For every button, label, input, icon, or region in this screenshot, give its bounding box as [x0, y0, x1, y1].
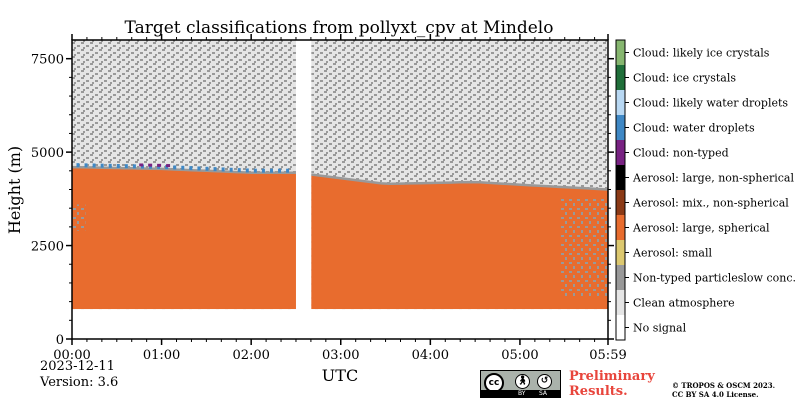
- cloud-droplet-mark: [213, 167, 217, 172]
- cloud-droplet-mark: [173, 165, 177, 170]
- x-tick-label: 03:00: [322, 348, 359, 363]
- legend-label: Aerosol: small: [632, 247, 712, 260]
- non-typed-patch-start: [72, 204, 86, 231]
- legend-swatch: [616, 165, 625, 190]
- legend-label: Non-typed particleslow conc.: [633, 272, 796, 285]
- x-axis-label: UTC: [322, 366, 358, 385]
- copyright-line-2: CC BY SA 4.0 License.: [672, 390, 759, 399]
- cloud-droplet-mark: [245, 168, 249, 173]
- legend-label: Aerosol: large, non-spherical: [632, 172, 794, 185]
- cloud-droplet-mark: [286, 168, 290, 173]
- cloud-droplet-mark: [124, 164, 128, 169]
- date-label: 2023-12-11: [40, 359, 115, 374]
- legend-label: Cloud: ice crystals: [633, 72, 736, 85]
- x-tick-label: 01:00: [143, 348, 180, 363]
- no-signal-gap: [295, 40, 312, 339]
- x-tick-label: 05:59: [589, 348, 626, 363]
- by-person-icon: 🚶︎: [515, 374, 530, 389]
- cloud-droplet-mark: [140, 164, 144, 169]
- cloud-droplet-mark: [261, 168, 265, 173]
- cloud-non-typed-mark: [139, 163, 144, 167]
- cloud-droplet-mark: [92, 163, 96, 168]
- by-label: BY: [518, 390, 526, 397]
- preliminary-line-2: Results.: [569, 384, 628, 399]
- legend-swatch: [616, 290, 625, 315]
- legend-swatch: [616, 40, 625, 65]
- preliminary-line-1: Preliminary: [569, 369, 655, 384]
- legend-swatch: [616, 265, 625, 290]
- cloud-droplet-mark: [149, 164, 153, 169]
- legend-swatch: [616, 240, 625, 265]
- cloud-droplet-mark: [116, 164, 120, 169]
- legend-label: Aerosol: large, spherical: [632, 222, 770, 235]
- legend-label: Cloud: non-typed: [633, 147, 729, 160]
- legend-swatch: [616, 215, 625, 240]
- date-version-block: 2023-12-11 Version: 3.6: [40, 359, 118, 391]
- version-label: Version: 3.6: [40, 375, 119, 390]
- legend-swatch: [616, 140, 625, 165]
- x-axis: 00:00 01:00 02:00 03:00 04:00 05:00 05:59: [53, 34, 627, 363]
- chart-title: Target classifications from pollyxt_cpv …: [125, 18, 554, 38]
- legend-frame: [615, 39, 626, 341]
- cloud-droplet-mark: [197, 166, 201, 171]
- legend: Cloud: likely ice crystals Cloud: ice cry…: [615, 39, 796, 341]
- y-tick-label: 5000: [31, 146, 64, 161]
- cloud-droplet-mark: [269, 168, 273, 173]
- x-tick-label: 00:00: [53, 348, 90, 363]
- cloud-droplet-mark: [237, 168, 241, 173]
- copyright-notice: © TROPOS & OSCM 2023. CC BY SA 4.0 Licen…: [672, 381, 775, 399]
- cloud-droplet-mark: [205, 166, 209, 171]
- cloud-droplet-mark: [229, 167, 233, 172]
- non-typed-patch-end: [560, 196, 608, 298]
- sa-label: SA: [539, 390, 548, 397]
- preliminary-notice: Preliminary Results.: [569, 369, 655, 399]
- plot-area: [71, 40, 609, 339]
- aerosol-layer-segment-2: [311, 174, 608, 310]
- y-axis: 0 2500 5000 7500: [31, 53, 614, 348]
- legend-swatch: [616, 190, 625, 215]
- cloud-droplet-mark: [132, 164, 136, 169]
- legend-label: Cloud: likely ice crystals: [633, 47, 770, 60]
- legend-swatch: [616, 315, 625, 340]
- y-tick-label: 2500: [31, 240, 64, 255]
- cloud-droplet-mark: [181, 165, 185, 170]
- cloud-non-typed-mark: [148, 163, 153, 167]
- cloud-droplet-mark: [221, 167, 225, 172]
- legend-swatch: [616, 115, 625, 140]
- legend-swatch: [616, 90, 625, 115]
- cloud-droplet-mark: [253, 168, 257, 173]
- legend-label: Cloud: likely water droplets: [633, 97, 788, 110]
- cc-license-badge: cc 🚶︎ ↺ BY SA: [480, 370, 561, 398]
- cloud-droplet-mark: [84, 163, 88, 168]
- legend-label: Aerosol: mix., non-spherical: [632, 197, 789, 210]
- cloud-droplet-mark: [189, 166, 193, 171]
- sa-share-icon: ↺: [537, 374, 552, 389]
- x-tick-label: 04:00: [412, 348, 449, 363]
- cc-strip: BY SA: [481, 390, 560, 397]
- y-tick-label: 0: [56, 333, 64, 348]
- cloud-non-typed-mark: [157, 163, 162, 167]
- copyright-line-1: © TROPOS & OSCM 2023.: [672, 381, 776, 390]
- y-axis-label: Height (m): [5, 146, 24, 234]
- x-tick-label: 05:00: [501, 348, 538, 363]
- cloud-droplet-mark: [76, 163, 80, 168]
- cloud-droplet-mark: [108, 163, 112, 168]
- legend-swatch: [616, 65, 625, 90]
- cloud-droplet-mark: [278, 168, 282, 173]
- legend-label: No signal: [633, 322, 687, 335]
- cloud-non-typed-mark: [166, 164, 171, 168]
- legend-label: Cloud: water droplets: [633, 122, 755, 135]
- no-signal-near-ground: [72, 309, 608, 339]
- x-tick-label: 02:00: [232, 348, 269, 363]
- layer-top-edge-2: [311, 173, 609, 191]
- legend-label: Clean atmosphere: [633, 297, 735, 310]
- aerosol-layer-segment-1: [72, 167, 296, 310]
- layer-top-edge-1: [71, 165, 296, 174]
- y-tick-label: 7500: [31, 53, 64, 68]
- cloud-droplet-mark: [100, 163, 104, 168]
